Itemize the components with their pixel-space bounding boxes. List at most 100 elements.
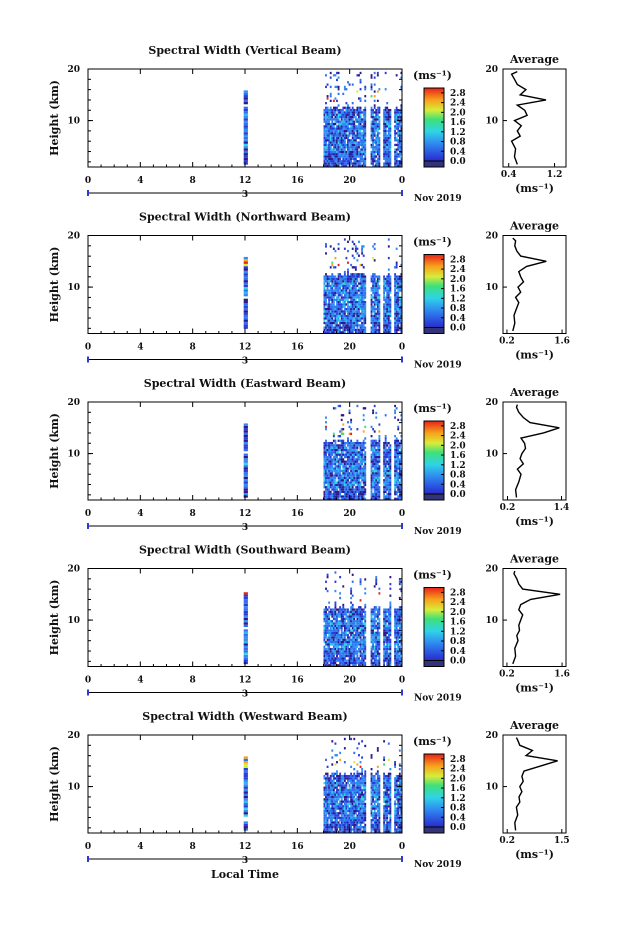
heatmap-cell: [323, 321, 326, 325]
heatmap-cell: [342, 301, 345, 304]
heatmap-cell: [375, 294, 378, 297]
heatmap-cell: [353, 319, 356, 322]
heatmap-cell: [326, 157, 329, 161]
heatmap-cell: [398, 153, 401, 156]
heatmap-cell: [337, 312, 340, 315]
x-tick-label: 4: [137, 176, 143, 186]
heatmap-cell: [356, 486, 359, 489]
heatmap-cell: [331, 444, 334, 447]
heatmap-cell: [340, 439, 343, 442]
heatmap-cell: [397, 134, 400, 137]
heatmap-cell: [398, 282, 401, 285]
heatmap-cell: [343, 289, 346, 292]
heatmap-cell: [348, 624, 351, 628]
heatmap-cell: [373, 141, 376, 144]
heatmap-cell: [362, 289, 365, 292]
heatmap-cell: [347, 469, 349, 473]
heatmap-cell: [326, 139, 329, 142]
heatmap-cell: [343, 148, 346, 151]
heatmap-cell: [353, 115, 356, 119]
heatmap-cell: [334, 113, 337, 116]
heatmap-cell: [394, 444, 397, 447]
heatmap-cell: [370, 321, 373, 325]
heatmap-cell: [339, 150, 342, 154]
heatmap-cell: [354, 650, 357, 653]
heatmap-cell: [354, 624, 357, 628]
heatmap-cell: [384, 157, 387, 161]
heatmap-cell: [339, 324, 342, 327]
heatmap-cell: [378, 622, 381, 625]
heatmap-cell: [387, 125, 390, 128]
heatmap-cell: [334, 620, 337, 623]
heatmap-cell: [361, 314, 364, 318]
panel-title: Spectral Width (Westward Beam): [142, 710, 347, 723]
heatmap-cell: [359, 280, 362, 283]
heatmap-cell: [389, 108, 392, 112]
heatmap-cell: [351, 113, 354, 116]
heatmap-cell: [329, 620, 332, 623]
heatmap-cell: [339, 301, 342, 304]
heatmap-cell: [395, 275, 398, 278]
heatmap-cell: [400, 164, 403, 167]
heatmap-cell: [337, 634, 340, 637]
heatmap-cell: [384, 120, 387, 123]
heatmap-cell: [325, 150, 327, 154]
heatmap-cell: [343, 321, 346, 325]
heatmap-cell: [326, 277, 329, 281]
heatmap-cell: [373, 275, 376, 278]
heatmap-cell: [243, 770, 248, 773]
heatmap-cell: [328, 280, 331, 283]
heatmap-cell: [373, 441, 376, 445]
heatmap-cell: [351, 321, 354, 325]
heatmap-cell: [351, 640, 354, 644]
heatmap-cell: [325, 828, 327, 831]
heatmap-cell: [331, 120, 334, 123]
heatmap-cell: [364, 127, 367, 130]
heatmap-cell: [350, 476, 353, 480]
heatmap-cell: [340, 139, 343, 142]
heatmap-cell: [348, 444, 351, 447]
heatmap-cell: [339, 157, 342, 161]
heatmap-cell: [387, 640, 390, 644]
heatmap-cell: [342, 162, 345, 165]
heatmap-cell: [375, 317, 378, 320]
heatmap-cell: [336, 624, 338, 628]
heatmap-cell: [361, 132, 364, 135]
heatmap-cell: [331, 148, 334, 151]
heatmap-cell: [347, 275, 349, 278]
heatmap-cell: [329, 317, 332, 320]
heatmap-cell: [397, 160, 400, 163]
heatmap-cell: [395, 476, 398, 480]
heatmap-cell: [394, 294, 397, 297]
heatmap-cell: [370, 317, 373, 320]
heatmap-cell: [325, 620, 327, 623]
heatmap-cell: [397, 164, 400, 167]
heatmap-cell: [358, 481, 360, 484]
heatmap-cell: [362, 108, 365, 112]
heatmap-cell: [332, 303, 335, 306]
heatmap-cell: [384, 111, 387, 114]
heatmap-cell: [328, 634, 331, 637]
heatmap-cell: [370, 465, 373, 468]
heatmap-cell: [397, 132, 400, 135]
heatmap-cell: [323, 294, 326, 297]
heatmap-cell: [243, 779, 248, 782]
heatmap-cell: [362, 624, 365, 628]
heatmap-cell: [323, 647, 326, 651]
heatmap-cell: [336, 483, 338, 487]
heatmap-cell: [343, 291, 346, 295]
heatmap-cell: [362, 160, 365, 163]
heatmap-cell: [329, 469, 332, 473]
heatmap-cell: [395, 643, 398, 646]
heatmap-cell: [370, 115, 373, 119]
heatmap-cell: [359, 129, 362, 133]
heatmap-cell: [378, 654, 381, 658]
heatmap-cell: [397, 488, 400, 491]
heatmap-cell: [375, 486, 378, 489]
heatmap-cell: [370, 622, 373, 625]
heatmap-cell: [323, 652, 326, 655]
heatmap-cell: [394, 458, 397, 461]
heatmap-cell: [384, 287, 387, 290]
heatmap-cell: [394, 157, 397, 161]
heatmap-cell: [328, 826, 331, 829]
